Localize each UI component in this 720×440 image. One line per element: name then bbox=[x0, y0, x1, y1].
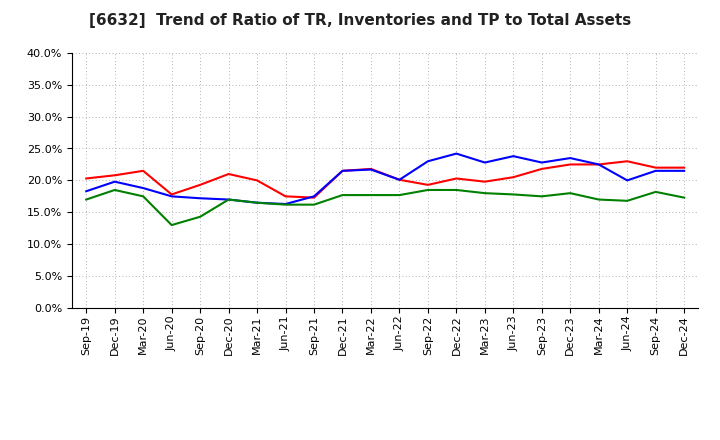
Trade Payables bbox=[82, 197, 91, 202]
Trade Payables bbox=[680, 195, 688, 200]
Inventories bbox=[82, 189, 91, 194]
Inventories bbox=[225, 197, 233, 202]
Trade Receivables bbox=[623, 159, 631, 164]
Trade Payables bbox=[395, 192, 404, 198]
Inventories bbox=[395, 177, 404, 183]
Trade Payables bbox=[537, 194, 546, 199]
Trade Payables bbox=[566, 191, 575, 196]
Trade Payables bbox=[452, 187, 461, 193]
Inventories bbox=[282, 202, 290, 207]
Trade Receivables bbox=[680, 165, 688, 170]
Text: [6632]  Trend of Ratio of TR, Inventories and TP to Total Assets: [6632] Trend of Ratio of TR, Inventories… bbox=[89, 13, 631, 28]
Trade Receivables bbox=[395, 177, 404, 183]
Trade Payables bbox=[196, 214, 204, 220]
Trade Receivables bbox=[509, 175, 518, 180]
Trade Payables bbox=[253, 200, 261, 205]
Trade Receivables bbox=[82, 176, 91, 181]
Trade Payables bbox=[310, 202, 318, 207]
Trade Receivables bbox=[652, 165, 660, 170]
Inventories bbox=[452, 151, 461, 156]
Trade Payables bbox=[366, 192, 375, 198]
Trade Receivables bbox=[110, 172, 119, 178]
Line: Inventories: Inventories bbox=[86, 154, 684, 204]
Trade Receivables bbox=[366, 166, 375, 172]
Trade Receivables bbox=[452, 176, 461, 181]
Trade Receivables bbox=[253, 178, 261, 183]
Trade Payables bbox=[595, 197, 603, 202]
Inventories bbox=[537, 160, 546, 165]
Inventories bbox=[310, 194, 318, 199]
Inventories bbox=[110, 179, 119, 184]
Trade Receivables bbox=[310, 195, 318, 200]
Trade Receivables bbox=[196, 182, 204, 187]
Inventories bbox=[652, 168, 660, 173]
Trade Payables bbox=[509, 192, 518, 197]
Inventories bbox=[366, 167, 375, 172]
Trade Receivables bbox=[537, 166, 546, 172]
Trade Payables bbox=[480, 191, 489, 196]
Inventories bbox=[338, 168, 347, 173]
Trade Receivables bbox=[595, 162, 603, 167]
Line: Trade Payables: Trade Payables bbox=[86, 190, 684, 225]
Inventories bbox=[566, 155, 575, 161]
Trade Payables bbox=[167, 223, 176, 228]
Inventories bbox=[139, 185, 148, 191]
Trade Receivables bbox=[480, 179, 489, 184]
Inventories bbox=[680, 168, 688, 173]
Trade Payables bbox=[225, 197, 233, 202]
Trade Payables bbox=[139, 194, 148, 199]
Trade Payables bbox=[282, 202, 290, 207]
Inventories bbox=[423, 159, 432, 164]
Line: Trade Receivables: Trade Receivables bbox=[86, 161, 684, 198]
Trade Receivables bbox=[282, 194, 290, 199]
Trade Receivables bbox=[566, 162, 575, 167]
Inventories bbox=[623, 178, 631, 183]
Trade Payables bbox=[623, 198, 631, 203]
Trade Receivables bbox=[338, 168, 347, 173]
Trade Payables bbox=[110, 187, 119, 193]
Trade Receivables bbox=[225, 171, 233, 176]
Trade Payables bbox=[423, 187, 432, 193]
Trade Receivables bbox=[423, 182, 432, 187]
Inventories bbox=[253, 200, 261, 205]
Inventories bbox=[196, 196, 204, 201]
Trade Receivables bbox=[167, 192, 176, 197]
Trade Payables bbox=[652, 189, 660, 194]
Inventories bbox=[509, 154, 518, 159]
Inventories bbox=[595, 162, 603, 167]
Trade Payables bbox=[338, 192, 347, 198]
Inventories bbox=[167, 194, 176, 199]
Trade Receivables bbox=[139, 168, 148, 173]
Inventories bbox=[480, 160, 489, 165]
